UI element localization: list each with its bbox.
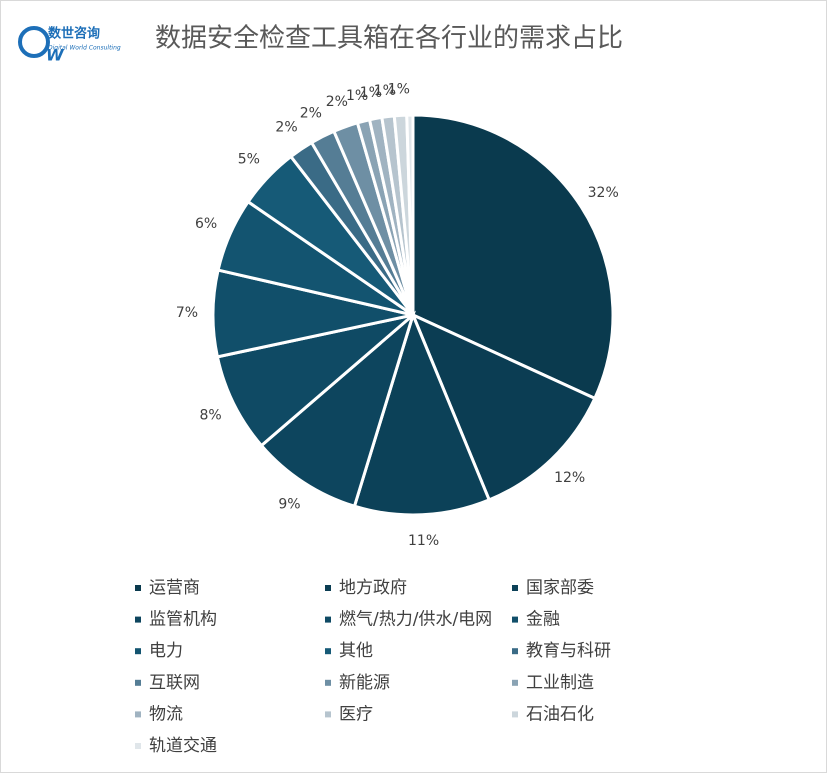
legend-swatch [135, 679, 141, 686]
legend-swatch [512, 648, 518, 655]
legend-swatch [512, 711, 518, 718]
data-label: 8% [199, 408, 221, 424]
pie-slice [405, 113, 415, 316]
legend-swatch [135, 711, 141, 718]
data-label: 6% [195, 216, 217, 232]
pie-slice [411, 113, 615, 401]
data-label: 2% [300, 105, 322, 121]
data-label: 1% [346, 88, 368, 104]
legend-swatch [135, 585, 141, 591]
logo-name: 数世咨询 [48, 26, 100, 42]
legend-label: 新能源 [339, 673, 390, 693]
legend-swatch [135, 743, 141, 749]
data-label: 12% [554, 470, 585, 486]
logo-subtitle: Digital World Consulting [48, 45, 121, 52]
data-label: 1% [388, 81, 410, 97]
data-label: 7% [176, 305, 198, 321]
legend-swatch [135, 648, 141, 655]
legend-label: 地方政府 [339, 578, 407, 598]
legend-label: 教育与科研 [526, 641, 611, 661]
legend-label: 物流 [149, 704, 183, 724]
legend-label: 电力 [149, 641, 183, 661]
logo-mark: W [46, 46, 65, 65]
data-label: 5% [238, 152, 260, 168]
legend-swatch [325, 711, 331, 718]
legend-swatch [512, 679, 518, 686]
logo-ring [18, 26, 50, 58]
pie-slice [259, 310, 416, 509]
legend-label: 轨道交通 [149, 736, 217, 756]
legend-label: 工业制造 [526, 673, 594, 693]
pie-slice [352, 310, 492, 517]
legend-label: 金融 [526, 610, 560, 630]
legend-swatch [325, 585, 331, 591]
legend-swatch [325, 616, 331, 623]
legend-swatch [512, 616, 518, 623]
legend-label: 监管机构 [149, 610, 217, 630]
logo: W 数世咨询 Digital World Consulting [18, 26, 121, 65]
legend-label: 其他 [339, 641, 373, 661]
data-label: 1% [360, 85, 382, 101]
chart-title: 数据安全检查工具箱在各行业的需求占比 [155, 24, 623, 54]
data-label: 2% [326, 94, 348, 110]
legend-label: 国家部委 [526, 578, 594, 598]
data-label: 2% [275, 120, 297, 136]
legend-swatch [325, 679, 331, 686]
legend-label: 互联网 [149, 673, 200, 693]
legend-swatch [135, 616, 141, 623]
legend-swatch [325, 648, 331, 655]
data-label: 9% [278, 496, 300, 512]
legend-label: 运营商 [149, 578, 200, 598]
data-label: 1% [374, 83, 396, 99]
legend-label: 医疗 [339, 704, 373, 724]
legend-swatch [512, 585, 518, 591]
legend-label: 石油石化 [526, 704, 594, 724]
data-label: 32% [588, 185, 619, 201]
data-label: 11% [408, 533, 439, 549]
pie-slice [410, 312, 597, 502]
legend-label: 燃气/热力/供水/电网 [339, 610, 492, 630]
